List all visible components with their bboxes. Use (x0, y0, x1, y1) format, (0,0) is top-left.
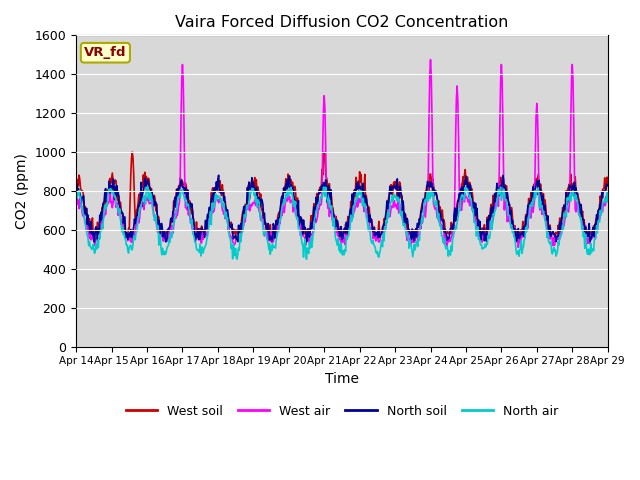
Line: North air: North air (76, 187, 608, 259)
West soil (387, 182, 394, 188)
West soil (129, 149, 136, 155)
North soil (335, 227, 343, 232)
North soil (212, 179, 220, 185)
North air (189, 232, 197, 238)
North air (604, 199, 612, 204)
North air (212, 198, 220, 204)
North soil (557, 228, 564, 234)
West soil (557, 215, 564, 221)
North air (557, 234, 564, 240)
West soil (213, 184, 221, 190)
West air (557, 222, 564, 228)
Line: West air: West air (76, 60, 608, 248)
West soil (90, 231, 97, 237)
West soil (604, 182, 612, 188)
West air (438, 224, 446, 229)
North air (143, 184, 150, 190)
West air (72, 190, 80, 195)
North air (233, 256, 241, 262)
West soil (439, 218, 447, 224)
West air (385, 208, 393, 214)
Y-axis label: CO2 (ppm): CO2 (ppm) (15, 153, 29, 229)
West air (189, 228, 196, 234)
West soil (335, 231, 343, 237)
West air (443, 245, 451, 251)
West air (212, 194, 220, 200)
North soil (439, 217, 447, 223)
North air (335, 247, 343, 253)
Legend: West soil, West air, North soil, North air: West soil, West air, North soil, North a… (121, 400, 563, 423)
X-axis label: Time: Time (325, 372, 359, 386)
Line: West soil: West soil (76, 152, 608, 234)
North soil (387, 191, 394, 196)
West soil (191, 223, 198, 229)
West air (333, 232, 341, 238)
North soil (90, 239, 98, 244)
Text: VR_fd: VR_fd (84, 46, 127, 59)
West air (604, 196, 612, 202)
West air (427, 57, 435, 62)
North air (439, 240, 447, 245)
Line: North soil: North soil (76, 175, 608, 241)
North air (72, 189, 80, 194)
North soil (215, 172, 223, 178)
North soil (72, 187, 80, 192)
North air (387, 200, 394, 205)
West soil (72, 180, 80, 185)
North soil (189, 216, 197, 222)
Title: Vaira Forced Diffusion CO2 Concentration: Vaira Forced Diffusion CO2 Concentration (175, 15, 509, 30)
North soil (604, 183, 612, 189)
